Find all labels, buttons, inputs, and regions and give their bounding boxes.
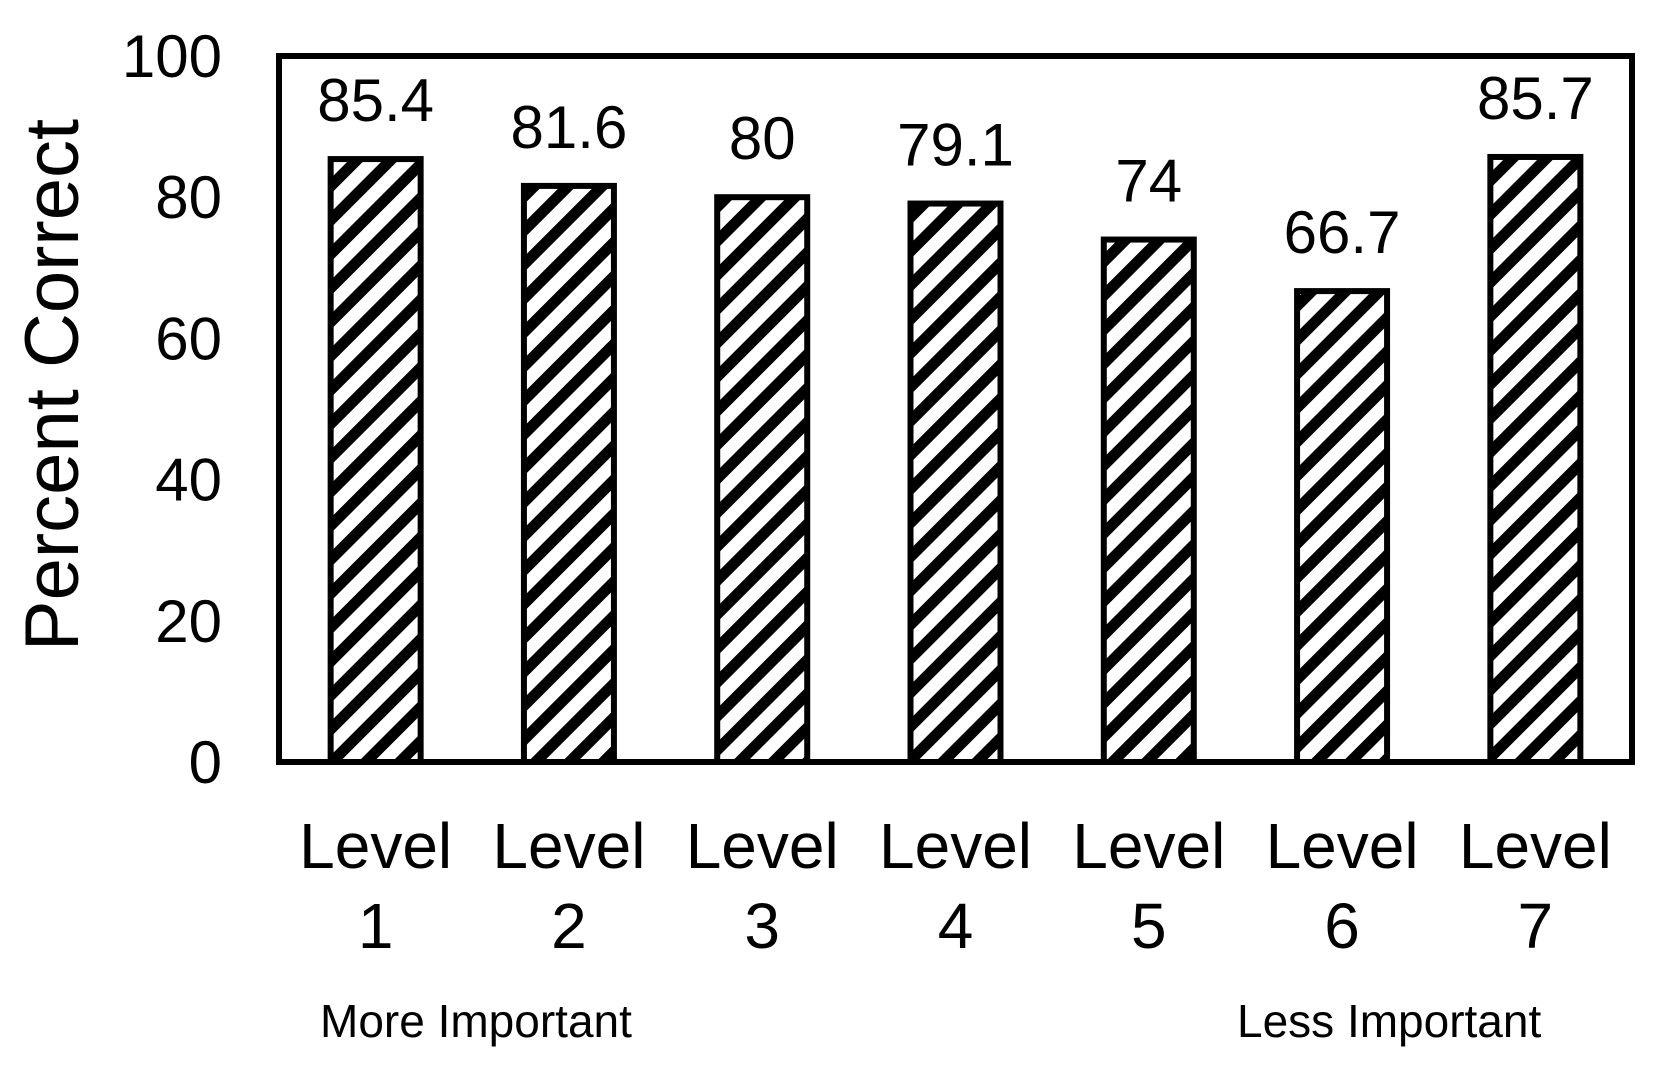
- x-axis-labels: Level 1 Level 2 Level 3 Level 4 Level 5 Level 6 Leve…: [299, 810, 1612, 962]
- data-label: 74: [1115, 148, 1182, 215]
- y-tick-label: 20: [155, 588, 222, 655]
- data-label: 66.7: [1284, 199, 1401, 266]
- more-important-annotation: More Important: [320, 995, 632, 1047]
- x-tick-label: Level: [1266, 810, 1419, 882]
- bar: [524, 186, 614, 762]
- y-tick-label: 40: [155, 447, 222, 514]
- y-tick-label: 100: [122, 23, 222, 90]
- data-label: 85.4: [317, 67, 434, 134]
- y-tick-label: 80: [155, 164, 222, 231]
- x-tick-label: 7: [1518, 890, 1554, 962]
- x-tick-label: 4: [938, 890, 974, 962]
- y-tick-label: 0: [189, 729, 222, 796]
- y-axis-ticks: 0 20 40 60 80 100: [122, 23, 222, 796]
- x-tick-label: 3: [744, 890, 780, 962]
- y-axis-title: Percent Correct: [10, 119, 95, 651]
- x-tick-label: Level: [1072, 810, 1225, 882]
- less-important-annotation: Less Important: [1237, 995, 1541, 1047]
- bar: [331, 159, 421, 762]
- data-label: 79.1: [897, 112, 1014, 179]
- x-tick-label: Level: [686, 810, 839, 882]
- bar: [1297, 291, 1387, 762]
- y-tick-label: 60: [155, 305, 222, 372]
- x-tick-label: Level: [1459, 810, 1612, 882]
- x-tick-label: Level: [299, 810, 452, 882]
- bar: [1490, 157, 1580, 762]
- x-tick-label: 1: [358, 890, 394, 962]
- x-tick-label: 2: [551, 890, 587, 962]
- data-label: 85.7: [1477, 65, 1594, 132]
- bar: [717, 197, 807, 762]
- x-tick-label: Level: [879, 810, 1032, 882]
- x-tick-label: 5: [1131, 890, 1167, 962]
- bar: [1104, 240, 1194, 762]
- x-tick-label: Level: [492, 810, 645, 882]
- bar: [911, 204, 1001, 762]
- data-label: 80: [729, 105, 796, 172]
- x-tick-label: 6: [1324, 890, 1360, 962]
- data-label: 81.6: [511, 94, 628, 161]
